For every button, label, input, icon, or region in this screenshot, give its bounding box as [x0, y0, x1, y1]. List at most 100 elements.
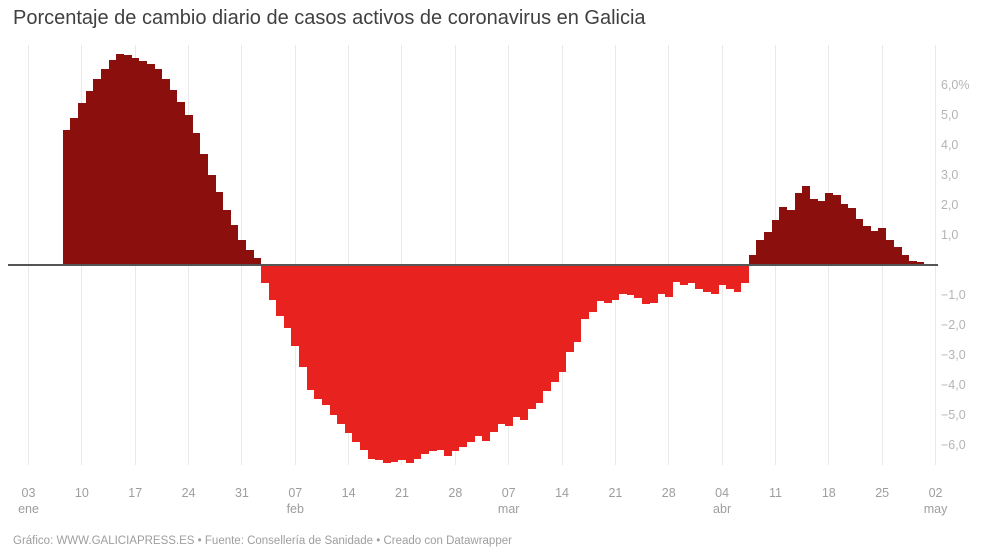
bar-positive[interactable] — [855, 218, 864, 265]
bar-negative[interactable] — [512, 265, 521, 417]
bar-positive[interactable] — [748, 254, 757, 265]
bar-negative[interactable] — [398, 265, 407, 460]
bar-negative[interactable] — [504, 265, 513, 426]
bar-negative[interactable] — [360, 265, 368, 450]
bar-negative[interactable] — [588, 265, 597, 312]
bar-negative[interactable] — [611, 265, 620, 300]
bar-negative[interactable] — [314, 265, 323, 399]
bar-positive[interactable] — [238, 239, 246, 265]
bar-negative[interactable] — [718, 265, 727, 285]
bar-negative[interactable] — [268, 265, 277, 300]
bar-negative[interactable] — [680, 265, 689, 285]
bar-negative[interactable] — [321, 265, 330, 405]
bar-negative[interactable] — [367, 265, 376, 459]
bar-negative[interactable] — [413, 265, 422, 459]
bar-negative[interactable] — [695, 265, 704, 289]
bar-negative[interactable] — [260, 265, 269, 283]
bar-negative[interactable] — [390, 265, 399, 462]
bar-positive[interactable] — [154, 68, 163, 265]
bar-negative[interactable] — [573, 265, 582, 342]
bar-positive[interactable] — [177, 101, 186, 265]
bar-positive[interactable] — [847, 208, 856, 265]
bar-positive[interactable] — [817, 200, 826, 265]
bar-negative[interactable] — [565, 265, 574, 352]
bar-positive[interactable] — [108, 59, 117, 265]
bar-positive[interactable] — [253, 257, 262, 265]
bar-negative[interactable] — [581, 265, 589, 319]
bar-negative[interactable] — [657, 265, 666, 294]
bar-negative[interactable] — [474, 265, 483, 436]
bar-negative[interactable] — [603, 265, 612, 303]
bar-positive[interactable] — [825, 193, 833, 265]
bar-positive[interactable] — [908, 260, 917, 265]
bar-negative[interactable] — [596, 265, 605, 301]
bar-positive[interactable] — [893, 247, 902, 265]
bar-negative[interactable] — [482, 265, 490, 441]
bar-negative[interactable] — [672, 265, 681, 282]
bar-positive[interactable] — [93, 79, 102, 265]
bar-negative[interactable] — [535, 265, 544, 403]
bar-negative[interactable] — [428, 265, 437, 451]
bar-negative[interactable] — [329, 265, 338, 415]
bar-positive[interactable] — [62, 130, 71, 265]
bar-positive[interactable] — [878, 227, 887, 265]
bar-positive[interactable] — [832, 194, 841, 265]
bar-negative[interactable] — [664, 265, 673, 297]
bar-negative[interactable] — [337, 265, 346, 424]
bar-negative[interactable] — [626, 265, 635, 295]
bar-negative[interactable] — [489, 265, 498, 432]
bar-negative[interactable] — [344, 265, 353, 433]
bar-positive[interactable] — [184, 115, 193, 265]
bar-negative[interactable] — [436, 265, 445, 450]
bar-positive[interactable] — [870, 230, 879, 265]
bar-positive[interactable] — [131, 58, 140, 265]
bar-negative[interactable] — [299, 265, 307, 367]
bar-positive[interactable] — [169, 89, 178, 265]
bar-positive[interactable] — [885, 239, 894, 265]
bar-positive[interactable] — [764, 232, 772, 265]
bar-negative[interactable] — [382, 265, 391, 463]
bar-negative[interactable] — [649, 265, 658, 303]
bar-positive[interactable] — [199, 154, 208, 265]
bar-positive[interactable] — [207, 175, 216, 265]
bar-negative[interactable] — [703, 265, 711, 292]
bar-positive[interactable] — [901, 254, 910, 265]
bar-negative[interactable] — [642, 265, 650, 304]
bar-negative[interactable] — [725, 265, 734, 289]
bar-negative[interactable] — [497, 265, 506, 424]
bar-negative[interactable] — [520, 265, 529, 420]
bar-positive[interactable] — [794, 193, 803, 265]
bar-positive[interactable] — [215, 191, 224, 265]
bar-positive[interactable] — [139, 61, 147, 265]
bar-negative[interactable] — [421, 265, 429, 454]
bar-positive[interactable] — [85, 91, 94, 265]
bar-negative[interactable] — [276, 265, 285, 316]
bar-positive[interactable] — [916, 262, 925, 265]
bar-negative[interactable] — [687, 265, 696, 283]
bar-negative[interactable] — [443, 265, 452, 456]
bar-positive[interactable] — [116, 53, 125, 265]
bar-negative[interactable] — [550, 265, 559, 382]
bar-negative[interactable] — [733, 265, 742, 292]
bar-negative[interactable] — [710, 265, 719, 294]
bar-negative[interactable] — [741, 265, 750, 283]
bar-positive[interactable] — [161, 79, 170, 265]
bar-negative[interactable] — [306, 265, 315, 390]
bar-negative[interactable] — [619, 265, 628, 294]
bar-positive[interactable] — [771, 220, 780, 265]
bar-negative[interactable] — [558, 265, 567, 372]
bar-negative[interactable] — [542, 265, 551, 391]
bar-negative[interactable] — [283, 265, 292, 328]
bar-negative[interactable] — [634, 265, 643, 298]
bar-positive[interactable] — [786, 209, 795, 265]
bar-positive[interactable] — [840, 203, 849, 265]
bar-positive[interactable] — [192, 133, 201, 265]
bar-negative[interactable] — [375, 265, 384, 460]
bar-negative[interactable] — [466, 265, 475, 442]
bar-positive[interactable] — [70, 118, 79, 265]
bar-negative[interactable] — [527, 265, 536, 409]
bar-negative[interactable] — [291, 265, 300, 346]
bar-positive[interactable] — [78, 103, 86, 265]
bar-positive[interactable] — [100, 68, 109, 265]
bar-positive[interactable] — [756, 239, 765, 265]
